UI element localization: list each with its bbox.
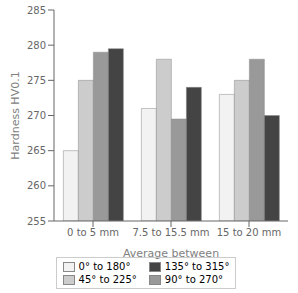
svg-text:7.5 to 15.5 mm: 7.5 to 15.5 mm (132, 227, 209, 238)
html-text:45° to 225°: 45° to 225° (78, 274, 137, 285)
svg-text:270: 270 (27, 110, 46, 121)
svg-text:280: 280 (27, 40, 46, 51)
svg-text:15 to 20 mm: 15 to 20 mm (217, 227, 282, 238)
svg-text:Average between: Average between (123, 247, 219, 260)
svg-text:275: 275 (27, 75, 46, 86)
svg-text:260: 260 (27, 180, 46, 191)
svg-text:265: 265 (27, 145, 46, 156)
html-text:90° to 270°: 90° to 270° (164, 274, 223, 285)
svg-text:Hardness HV0.1: Hardness HV0.1 (9, 71, 22, 159)
svg-text:285: 285 (27, 5, 46, 16)
svg-text:0 to 5 mm: 0 to 5 mm (67, 227, 119, 238)
svg-text:255: 255 (27, 216, 46, 227)
html-text:135° to 315°: 135° to 315° (164, 261, 230, 272)
html-text:0° to 180°: 0° to 180° (78, 261, 131, 272)
